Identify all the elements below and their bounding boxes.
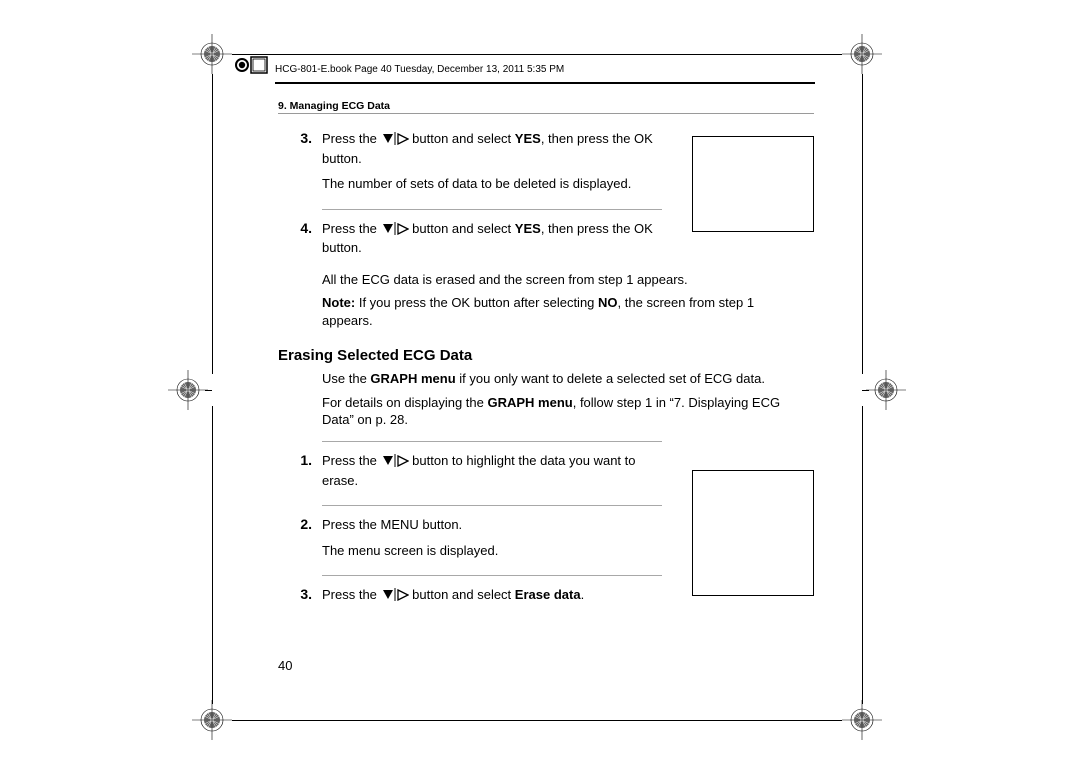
bold-erase-data: Erase data (515, 587, 581, 602)
frame-left-lower (212, 406, 213, 704)
frame-top (232, 54, 842, 55)
section-label: 9. Managing ECG Data (278, 100, 390, 112)
step-body: Press the button and select YES, then pr… (322, 220, 818, 265)
step-b1: 1. Press the button to highlight the dat… (278, 452, 818, 497)
step-b2: 2. Press the MENU button. The menu scree… (278, 516, 818, 567)
step-body: Press the button to highlight the data y… (322, 452, 818, 497)
intro-block: Use the GRAPH menu if you only want to d… (322, 370, 818, 429)
bold-yes: YES (515, 131, 541, 146)
regmark-mid-left (168, 370, 208, 410)
page-number: 40 (278, 658, 292, 673)
step4-followup: All the ECG data is erased and the scree… (322, 271, 818, 330)
text: Press the (322, 587, 381, 602)
regmark-top-left (192, 34, 232, 74)
step-num: 3. (278, 130, 322, 201)
regmark-bottom-left (192, 700, 232, 740)
regmark-mid-right (866, 370, 906, 410)
text: If you press the OK button after selecti… (355, 295, 598, 310)
note-label: Note: (322, 295, 355, 310)
separator (322, 575, 662, 576)
header-bar: HCG-801-E.book Page 40 Tuesday, December… (275, 60, 815, 84)
bold-graph-menu: GRAPH menu (487, 395, 572, 410)
content: 3. Press the button and select YES, then… (278, 130, 818, 620)
header-icon (235, 54, 271, 79)
text: . (581, 587, 585, 602)
step-body: Press the button and select Erase data. (322, 586, 818, 614)
text: Press the (322, 131, 381, 146)
step-a3: 3. Press the button and select YES, then… (278, 130, 818, 201)
frame-right-lower (862, 406, 863, 704)
regmark-bottom-right (842, 700, 882, 740)
frame-left-upper (212, 74, 213, 374)
text: button and select (412, 587, 515, 602)
bold-no: NO (598, 295, 618, 310)
text: All the ECG data is erased and the scree… (322, 271, 808, 289)
section-rule (278, 113, 814, 114)
text: For details on displaying the (322, 395, 487, 410)
nav-icon (381, 132, 409, 150)
text: Use the (322, 371, 370, 386)
frame-right-upper (862, 74, 863, 374)
bold-graph-menu: GRAPH menu (370, 371, 455, 386)
text: button and select (412, 221, 515, 236)
separator (322, 441, 662, 442)
mid-right-stub (862, 390, 869, 391)
separator (322, 505, 662, 506)
nav-icon (381, 588, 409, 606)
regmark-top-right (842, 34, 882, 74)
step-body: Press the MENU button. The menu screen i… (322, 516, 818, 567)
nav-icon (381, 454, 409, 472)
step-b3: 3. Press the button and select Erase dat… (278, 586, 818, 614)
step-num: 3. (278, 586, 322, 614)
mid-left-stub (205, 390, 212, 391)
step-body: Press the button and select YES, then pr… (322, 130, 818, 201)
text: The menu screen is displayed. (322, 542, 662, 560)
bold-yes: YES (515, 221, 541, 236)
separator (322, 209, 662, 210)
text: button and select (412, 131, 515, 146)
text: The number of sets of data to be deleted… (322, 175, 662, 193)
step-num: 2. (278, 516, 322, 567)
text: Press the (322, 221, 381, 236)
step-num: 1. (278, 452, 322, 497)
step-num: 4. (278, 220, 322, 265)
step-a4: 4. Press the button and select YES, then… (278, 220, 818, 265)
header-stamp: HCG-801-E.book Page 40 Tuesday, December… (275, 64, 564, 77)
text: Press the MENU button. (322, 516, 662, 534)
nav-icon (381, 222, 409, 240)
text: if you only want to delete a selected se… (456, 371, 765, 386)
text: Press the (322, 453, 381, 468)
subheading: Erasing Selected ECG Data (278, 347, 818, 364)
frame-bottom (232, 720, 842, 721)
